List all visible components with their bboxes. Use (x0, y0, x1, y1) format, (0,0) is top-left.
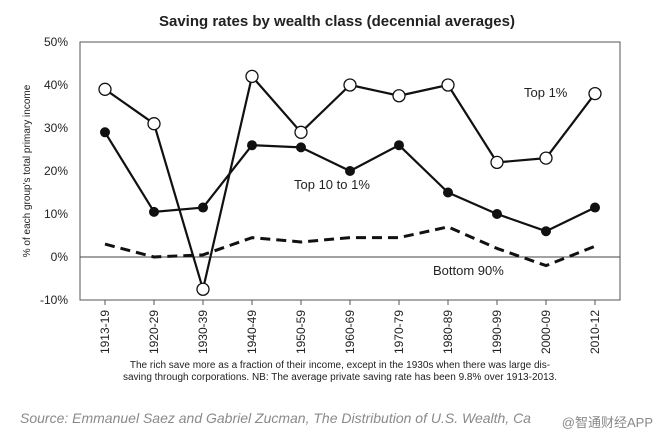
x-tick-label: 1960-69 (343, 310, 357, 354)
annotation-top-1: Top 1% (524, 85, 568, 100)
data-point-top-1 (98, 82, 112, 96)
y-axis-label: % of each group's total primary income (22, 84, 33, 257)
x-tick-label: 1970-79 (392, 310, 406, 354)
caption-line-1: The rich save more as a fraction of thei… (129, 360, 551, 371)
data-point-top-1 (490, 155, 504, 170)
caption-line-2: saving through corporations. NB: The ave… (123, 372, 557, 383)
y-axis-ticks: -10% 0% 10% 20% 30% 40% 50% (40, 35, 68, 307)
chart-title: Saving rates by wealth class (decennial … (159, 13, 515, 30)
data-point-top-10-to-1 (443, 187, 453, 198)
data-point-top-10-to-1 (149, 206, 159, 217)
data-point-top-10-to-1 (345, 166, 355, 176)
x-tick-label: 2010-12 (588, 310, 602, 354)
chart: Saving rates by wealth class (decennial … (22, 13, 621, 354)
data-point-top-1 (392, 89, 406, 103)
x-tick-label: 1940-49 (245, 310, 259, 354)
y-tick-label: 0% (51, 250, 69, 264)
x-tick-label: 1980-89 (441, 310, 455, 354)
watermark: @智通财经APP (561, 415, 653, 430)
data-point-top-1 (245, 69, 259, 84)
annotation-bottom-90: Bottom 90% (433, 263, 504, 278)
x-tick-label: 1913-19 (98, 310, 112, 354)
x-tick-label: 1950-59 (294, 310, 308, 354)
data-point-top-10-to-1 (247, 140, 257, 151)
series-line-bottom-90 (104, 225, 596, 268)
x-tick-label: 2000-09 (539, 310, 553, 354)
chart-caption: The rich save more as a fraction of thei… (80, 360, 600, 384)
y-tick-label: 20% (44, 164, 68, 178)
data-point-top-10-to-1 (198, 202, 208, 213)
x-tick-label: 1930-39 (196, 310, 210, 354)
data-point-top-1 (196, 282, 210, 296)
series-group (98, 69, 602, 296)
x-axis-ticks: 1913-19 1920-29 1930-39 1940-49 1950-59 1960-… (98, 300, 602, 354)
annotation-top-10-to-1: Top 10 to 1% (294, 177, 370, 192)
data-point-top-10-to-1 (590, 202, 600, 213)
data-point-top-1 (539, 151, 553, 165)
data-point-top-10-to-1 (541, 226, 551, 237)
data-point-top-10-to-1 (492, 209, 502, 219)
data-point-top-1 (588, 86, 602, 101)
data-point-top-10-to-1 (100, 127, 110, 138)
data-point-top-10-to-1 (296, 142, 306, 153)
y-tick-label: 40% (44, 78, 68, 92)
y-tick-label: -10% (40, 293, 68, 307)
data-point-top-1 (441, 78, 455, 92)
data-point-top-10-to-1 (394, 140, 404, 151)
y-tick-label: 50% (44, 35, 68, 49)
data-point-top-1 (343, 78, 357, 92)
data-point-top-1 (147, 117, 161, 131)
y-tick-label: 30% (44, 121, 68, 135)
data-point-top-1 (294, 125, 308, 139)
y-axis-label-group: % of each group's total primary income (22, 84, 33, 257)
source-note: Source: Emmanuel Saez and Gabriel Zucman… (20, 410, 531, 426)
x-tick-label: 1990-99 (490, 310, 504, 354)
x-tick-label: 1920-29 (147, 310, 161, 354)
y-tick-label: 10% (44, 207, 68, 221)
